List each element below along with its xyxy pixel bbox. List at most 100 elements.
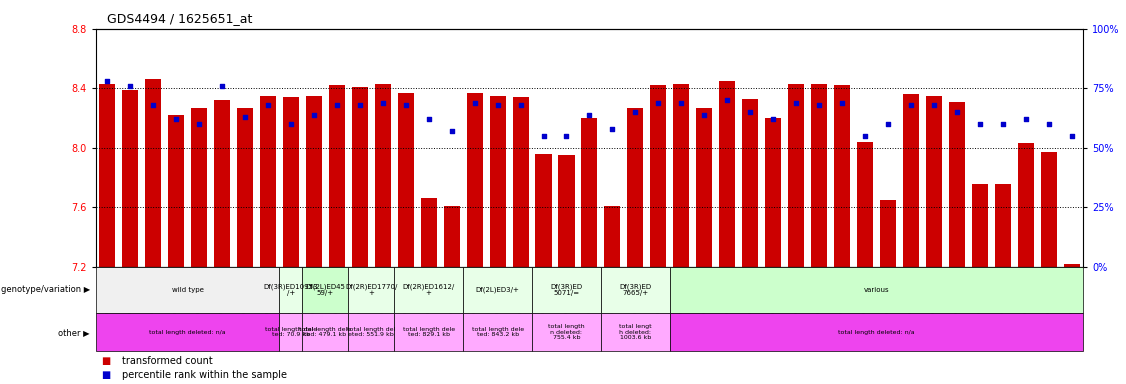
Point bbox=[994, 121, 1012, 127]
Text: Df(2R)ED1612/
+: Df(2R)ED1612/ + bbox=[403, 283, 455, 296]
Bar bbox=[811, 84, 828, 267]
Bar bbox=[536, 154, 552, 267]
Point bbox=[924, 102, 942, 108]
Bar bbox=[720, 81, 735, 267]
Point bbox=[305, 111, 323, 118]
Text: total lengt
h deleted:
1003.6 kb: total lengt h deleted: 1003.6 kb bbox=[619, 324, 652, 340]
Point bbox=[98, 78, 116, 84]
Text: wild type: wild type bbox=[171, 287, 204, 293]
Text: total length dele
ted: 70.9 kb: total length dele ted: 70.9 kb bbox=[265, 327, 318, 338]
Point bbox=[971, 121, 989, 127]
Point bbox=[718, 97, 736, 103]
Point bbox=[1063, 133, 1081, 139]
Point bbox=[856, 133, 874, 139]
Text: Df(3R)ED10953
/+: Df(3R)ED10953 /+ bbox=[263, 283, 319, 296]
Point bbox=[236, 114, 254, 120]
Point bbox=[374, 99, 392, 106]
Bar bbox=[168, 115, 185, 267]
Bar bbox=[444, 206, 459, 267]
Text: total length deleted: n/a: total length deleted: n/a bbox=[150, 329, 226, 335]
Point bbox=[948, 109, 966, 115]
Point bbox=[535, 133, 553, 139]
Bar bbox=[512, 97, 528, 267]
Point bbox=[282, 121, 300, 127]
Text: total length
n deleted:
755.4 kb: total length n deleted: 755.4 kb bbox=[548, 324, 584, 340]
Point bbox=[443, 128, 461, 134]
Point bbox=[466, 99, 484, 106]
Text: Df(3R)ED
7665/+: Df(3R)ED 7665/+ bbox=[619, 283, 652, 296]
Bar bbox=[788, 84, 804, 267]
Bar bbox=[191, 108, 207, 267]
Text: total length del
eted: 551.9 kb: total length del eted: 551.9 kb bbox=[347, 327, 395, 338]
Bar bbox=[236, 108, 253, 267]
Bar bbox=[949, 102, 965, 267]
Bar bbox=[490, 96, 506, 267]
Bar bbox=[260, 96, 276, 267]
Point bbox=[213, 83, 231, 89]
Point bbox=[328, 102, 346, 108]
Point bbox=[1039, 121, 1057, 127]
Bar bbox=[466, 93, 483, 267]
Bar bbox=[375, 84, 391, 267]
Text: Df(2L)ED45
59/+: Df(2L)ED45 59/+ bbox=[305, 283, 346, 296]
Bar bbox=[766, 118, 781, 267]
Bar bbox=[214, 100, 230, 267]
Text: ■: ■ bbox=[101, 369, 110, 380]
Point bbox=[259, 102, 277, 108]
Point bbox=[489, 102, 507, 108]
Bar bbox=[306, 96, 322, 267]
Text: other ▶: other ▶ bbox=[59, 328, 90, 337]
Text: various: various bbox=[864, 287, 890, 293]
Bar bbox=[351, 87, 368, 267]
Bar bbox=[696, 108, 713, 267]
Point bbox=[672, 99, 690, 106]
Text: total length dele
ted: 843.2 kb: total length dele ted: 843.2 kb bbox=[472, 327, 524, 338]
Bar bbox=[1064, 264, 1080, 267]
Point bbox=[351, 102, 369, 108]
Text: total length dele
ted: 479.1 kb: total length dele ted: 479.1 kb bbox=[300, 327, 351, 338]
Text: percentile rank within the sample: percentile rank within the sample bbox=[122, 369, 287, 380]
Point bbox=[420, 116, 438, 122]
Text: genotype/variation ▶: genotype/variation ▶ bbox=[1, 285, 90, 295]
Point bbox=[695, 111, 713, 118]
Point bbox=[122, 83, 140, 89]
Point bbox=[190, 121, 208, 127]
Bar bbox=[99, 84, 115, 267]
Bar bbox=[673, 84, 689, 267]
Bar bbox=[283, 97, 298, 267]
Point bbox=[167, 116, 185, 122]
Bar bbox=[329, 85, 345, 267]
Bar bbox=[627, 108, 643, 267]
Bar bbox=[926, 96, 942, 267]
Point bbox=[396, 102, 414, 108]
Bar bbox=[834, 85, 850, 267]
Bar bbox=[903, 94, 919, 267]
Point bbox=[626, 109, 644, 115]
Point bbox=[650, 99, 668, 106]
Point bbox=[604, 126, 622, 132]
Point bbox=[1017, 116, 1035, 122]
Text: Df(2L)ED3/+: Df(2L)ED3/+ bbox=[475, 287, 519, 293]
Bar bbox=[994, 184, 1011, 267]
Bar bbox=[857, 142, 873, 267]
Bar bbox=[881, 200, 896, 267]
Bar bbox=[558, 155, 574, 267]
Text: ■: ■ bbox=[101, 356, 110, 366]
Bar bbox=[742, 99, 758, 267]
Point bbox=[833, 99, 851, 106]
Text: Df(3R)ED
5071/=: Df(3R)ED 5071/= bbox=[551, 283, 582, 296]
Text: total length dele
ted: 829.1 kb: total length dele ted: 829.1 kb bbox=[403, 327, 455, 338]
Bar bbox=[145, 79, 161, 267]
Bar bbox=[1040, 152, 1057, 267]
Point bbox=[581, 111, 599, 118]
Bar bbox=[972, 184, 988, 267]
Bar bbox=[581, 118, 598, 267]
Point bbox=[879, 121, 897, 127]
Bar bbox=[605, 206, 620, 267]
Point bbox=[741, 109, 759, 115]
Text: total length deleted: n/a: total length deleted: n/a bbox=[838, 329, 914, 335]
Bar bbox=[122, 90, 138, 267]
Point bbox=[810, 102, 828, 108]
Point bbox=[902, 102, 920, 108]
Point bbox=[557, 133, 575, 139]
